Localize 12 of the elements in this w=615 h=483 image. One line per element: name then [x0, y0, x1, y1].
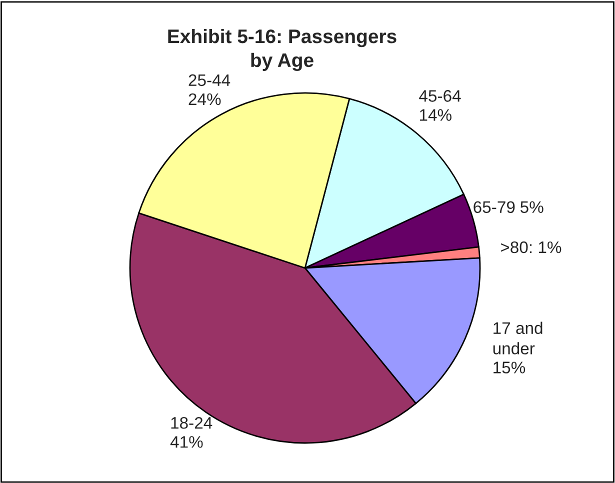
- slice-label: 65-79: [474, 201, 515, 214]
- slice-label: 17 and under: [493, 322, 542, 354]
- data-label: 41%: [170, 436, 203, 448]
- chart-title: Exhibit 5-16: Passengers by Age: [168, 28, 396, 72]
- data-label: 24%: [188, 93, 221, 106]
- data-label: 5%: [520, 201, 544, 214]
- slice-label: 25-44: [188, 74, 230, 86]
- slice-label: 18-24: [171, 417, 212, 429]
- data-label: 14%: [420, 109, 452, 121]
- slice-label: >80: 1%: [500, 241, 562, 254]
- slice-label: 45-64: [419, 90, 461, 102]
- data-label: 15%: [494, 362, 526, 374]
